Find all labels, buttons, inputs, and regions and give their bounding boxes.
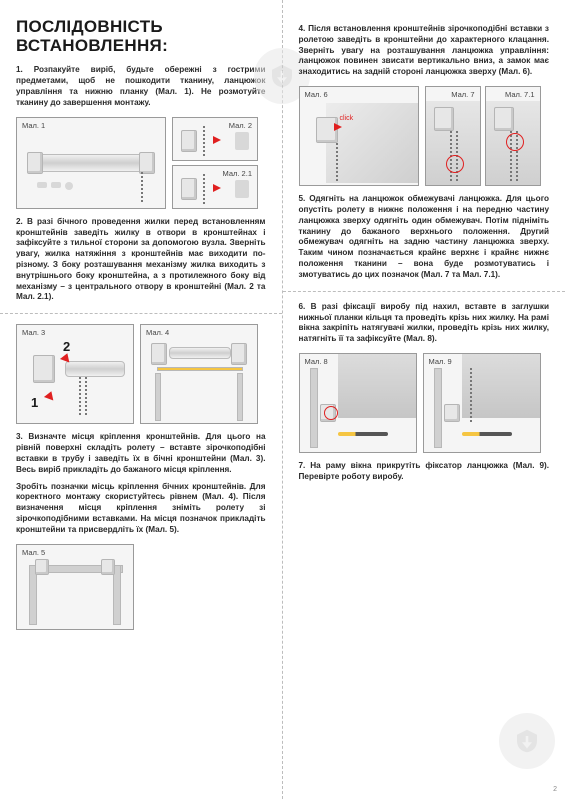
fig-label-1: Мал. 1: [22, 121, 45, 130]
page-title: ПОСЛІДОВНІСТЬ ВСТАНОВЛЕННЯ:: [16, 18, 266, 55]
para-3b: Зробіть позначки місць кріплення бічних …: [16, 482, 266, 536]
fig-label-21: Мал. 2.1: [223, 169, 252, 178]
badge-1: 1: [31, 395, 38, 410]
page: ПОСЛІДОВНІСТЬ ВСТАНОВЛЕННЯ: 1. Розпакуйт…: [0, 0, 565, 799]
fig-row-2: Мал. 3 1 2 Мал. 4: [16, 324, 266, 424]
para-4: 4. Після встановлення кронштейнів зірочк…: [299, 24, 550, 78]
figure-9: Мал. 9: [423, 353, 541, 453]
fig-label-7: Мал. 7: [451, 90, 474, 99]
para-3a: 3. Визначте місця кріплення кронштейнів.…: [16, 432, 266, 475]
fig-row-1: Мал. 1 Мал. 2 Мал. 2.1: [16, 117, 266, 209]
figure-1: Мал. 1: [16, 117, 166, 209]
fig-label-4: Мал. 4: [146, 328, 169, 337]
fig-label-6: Мал. 6: [305, 90, 328, 99]
page-number: 2: [553, 786, 557, 793]
fig-row-4: Мал. 6 click Мал. 7 Мал. 7.1: [299, 86, 550, 186]
divider-1: [0, 313, 282, 314]
figure-8: Мал. 8: [299, 353, 417, 453]
fig-label-9: Мал. 9: [429, 357, 452, 366]
figure-7: Мал. 7: [425, 86, 481, 186]
fig-row-3: Мал. 5: [16, 544, 266, 630]
click-label: click: [340, 115, 354, 122]
fig-label-71: Мал. 7.1: [505, 90, 534, 99]
figure-7-1: Мал. 7.1: [485, 86, 541, 186]
watermark-icon-2: [499, 713, 555, 769]
fig-label-3: Мал. 3: [22, 328, 45, 337]
figure-6: Мал. 6 click: [299, 86, 419, 186]
fig-label-5: Мал. 5: [22, 548, 45, 557]
para-6: 6. В разі фіксації виробу під нахил, вст…: [299, 302, 550, 345]
fig-label-8: Мал. 8: [305, 357, 328, 366]
figure-3: Мал. 3 1 2: [16, 324, 134, 424]
para-1: 1. Розпакуйте виріб, будьте обережні з г…: [16, 65, 266, 108]
para-2: 2. В разі бічного проведення жилки перед…: [16, 217, 266, 304]
divider-2: [283, 291, 565, 292]
para-5: 5. Одягніть на ланцюжок обмежувачі ланцю…: [299, 194, 550, 281]
fig-label-2: Мал. 2: [229, 121, 252, 130]
fig-row-5: Мал. 8 Мал. 9: [299, 353, 550, 453]
figure-5: Мал. 5: [16, 544, 134, 630]
figure-2: Мал. 2: [172, 117, 258, 161]
para-7: 7. На раму вікна прикрутіть фіксатор лан…: [299, 461, 550, 483]
right-column: 4. Після встановлення кронштейнів зірочк…: [283, 0, 565, 799]
figure-4: Мал. 4: [140, 324, 258, 424]
figure-2-1: Мал. 2.1: [172, 165, 258, 209]
left-column: ПОСЛІДОВНІСТЬ ВСТАНОВЛЕННЯ: 1. Розпакуйт…: [0, 0, 283, 799]
